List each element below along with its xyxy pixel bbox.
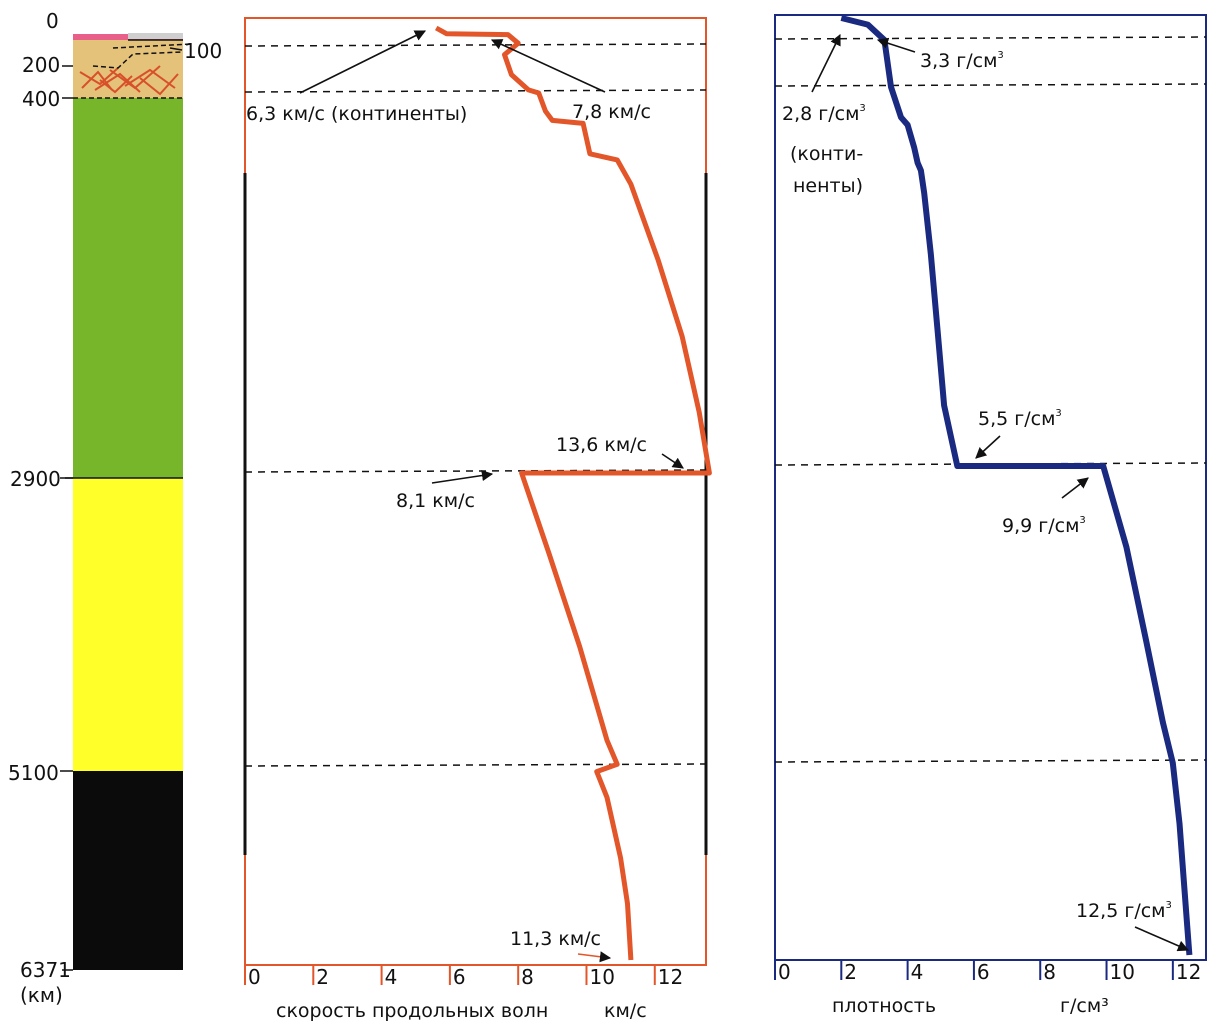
- density-dashed-lines: [774, 36, 1207, 763]
- x-tick-label: 10: [589, 965, 614, 989]
- x-tick-label: 12: [1176, 960, 1201, 984]
- dashed-line-5100: [774, 759, 1207, 763]
- superscript: 3: [1079, 515, 1085, 526]
- density-annotation-arrow: [1134, 926, 1190, 952]
- dashed-line-5100: [244, 763, 707, 767]
- x-tick-label: 8: [521, 965, 534, 989]
- velocity-annotation: 6,3 км/с (континенты): [246, 103, 467, 125]
- column-layer-4: [73, 771, 183, 970]
- density-annotation: 5,5 г/см3: [978, 408, 1062, 430]
- texture-stroke-3: [124, 68, 176, 89]
- density-x-unit: г/см³: [1060, 995, 1109, 1017]
- x-tick-label: 2: [316, 965, 329, 989]
- column-layer-1: [73, 40, 183, 98]
- x-tick-label: 4: [385, 965, 398, 989]
- x-tick-label: 10: [1110, 960, 1135, 984]
- texture-stroke-5: [139, 73, 179, 96]
- column-boundary-lines: [65, 39, 192, 479]
- depth-label: 2900: [10, 467, 61, 491]
- superscript: 3: [859, 103, 865, 114]
- dashed-line-100: [774, 36, 1207, 40]
- velocity-annotation: 7,8 км/с: [572, 101, 651, 123]
- texture-stroke-0: [79, 67, 119, 86]
- velocity-annotation-arrow: [577, 951, 612, 963]
- column-line-100: [112, 43, 192, 49]
- depth-label: 5100: [8, 761, 59, 785]
- superscript: 3: [1166, 900, 1172, 911]
- depth-label: (км): [20, 983, 63, 1007]
- dashed-line-400: [244, 89, 707, 93]
- density-chart: 0 2 4 6 8 10 12 3,3 г/см3 2,8 г/см3 (конти-ненты…: [774, 14, 1207, 1017]
- velocity-annotation: 13,6 км/с: [556, 434, 647, 456]
- depth-leader-2: [169, 47, 183, 51]
- x-tick-label: 0: [778, 960, 791, 984]
- velocity-annotation: 8,1 км/с: [396, 490, 475, 512]
- x-tick-label: 0: [248, 965, 261, 989]
- depth-label: 100: [184, 39, 222, 63]
- density-annotation: ненты): [793, 175, 863, 197]
- x-tick-label: 8: [1043, 960, 1056, 984]
- depth-label: 400: [22, 87, 60, 111]
- chart-frame: [774, 14, 1207, 961]
- velocity-series: [434, 25, 712, 961]
- x-tick-label: 6: [977, 960, 990, 984]
- column-crumpled-texture: [79, 65, 179, 96]
- velocity-x-label: скорость продольных волн: [276, 1000, 548, 1022]
- velocity-annotations: 6,3 км/с (континенты) 7,8 км/с 13,6 км/с 8,…: [246, 30, 684, 963]
- density-annotation: 3,3 г/см3: [920, 50, 1004, 72]
- column-layers: [73, 33, 183, 970]
- density-annotation: 2,8 г/см3: [782, 103, 866, 125]
- column-layer-3: [73, 478, 183, 771]
- texture-stroke-4: [81, 70, 113, 91]
- density-x-label: плотность: [832, 995, 936, 1017]
- x-tick-label: 6: [453, 965, 466, 989]
- dashed-line-100: [244, 43, 707, 47]
- velocity-chart: 0 2 4 6 8 10 12 6,3 км/с (континенты) 7,8 км/с 1…: [243, 17, 712, 1022]
- density-annotation-arrow: [975, 435, 1001, 459]
- velocity-annotation-arrow: [431, 469, 494, 484]
- velocity-annotation-arrow: [490, 39, 606, 93]
- x-tick-label: 4: [911, 960, 924, 984]
- superscript: 3: [997, 50, 1003, 61]
- texture-stroke-6: [99, 75, 133, 94]
- column-line-200: [92, 51, 184, 69]
- density-x-ticks: 0 2 4 6 8 10 12: [774, 960, 1201, 984]
- density-annotation-arrow: [1061, 477, 1089, 499]
- velocity-x-unit: км/с: [604, 1000, 647, 1022]
- superscript: 3: [1055, 408, 1061, 419]
- velocity-x-ticks: 0 2 4 6 8 10 12: [244, 965, 683, 989]
- chart-frame: [244, 17, 707, 966]
- density-annotation-arrow: [876, 37, 916, 53]
- x-tick-label: 2: [844, 960, 857, 984]
- density-frame: [774, 14, 1207, 961]
- velocity-dashed-lines: [244, 43, 707, 767]
- series-line: [840, 15, 1193, 956]
- column-ocean-crust: [128, 33, 183, 39]
- density-annotation: (конти-: [790, 143, 863, 165]
- depth-label: 200: [22, 53, 60, 77]
- density-annotation-arrow: [811, 33, 841, 93]
- velocity-frame: [243, 17, 708, 966]
- series-line: [434, 25, 712, 961]
- column-layer-2: [73, 98, 183, 478]
- density-annotation: 9,9 г/см3: [1002, 515, 1086, 537]
- density-annotation: 12,5 г/см3: [1076, 900, 1172, 922]
- dashed-line-400: [774, 83, 1207, 87]
- density-annotations: 3,3 г/см3 2,8 г/см3 (конти-ненты) 5,5 г/см3…: [782, 33, 1190, 952]
- dashed-line-2900: [774, 462, 1207, 466]
- depth-label: 0: [46, 9, 59, 33]
- x-tick-label: 12: [658, 965, 683, 989]
- texture-stroke-2: [109, 65, 161, 90]
- velocity-annotation: 11,3 км/с: [510, 928, 601, 950]
- velocity-annotation-arrow: [661, 453, 684, 469]
- velocity-annotation-arrow: [299, 30, 427, 94]
- density-series: [840, 15, 1193, 956]
